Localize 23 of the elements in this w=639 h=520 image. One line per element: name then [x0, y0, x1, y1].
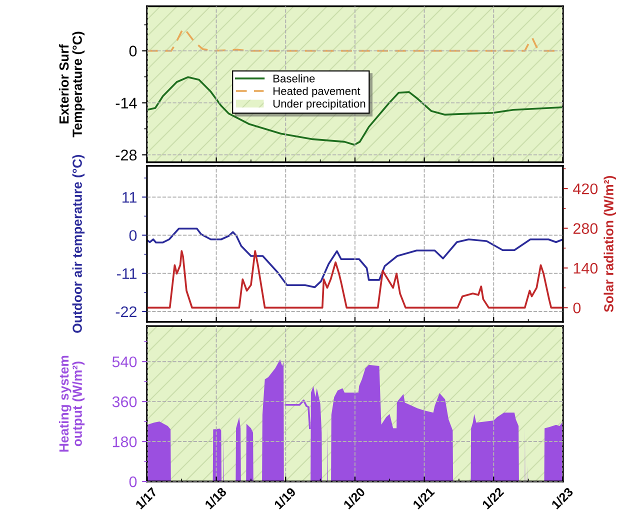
y-tick-label: -14	[116, 98, 137, 108]
y-tick-label: -22	[116, 306, 136, 318]
y-tick-label: 540	[112, 356, 137, 368]
y2-tick-label: 0	[573, 302, 581, 314]
band-label: Under precipitation	[273, 99, 366, 110]
y-tick-label: -11	[116, 268, 137, 279]
y-tick-label: 0	[129, 476, 137, 488]
y-tick-label: 360	[112, 396, 137, 408]
legend-label: Heated pavement	[274, 86, 360, 98]
legend-label: Baseline	[274, 74, 315, 82]
y2-axis-title: Solar radiation (W/m²)	[604, 176, 616, 312]
y2-tick-label: 140	[574, 262, 598, 274]
y-tick-label: 180	[112, 436, 137, 448]
y2-tick-label: 420	[573, 183, 598, 194]
y-axis-title: Heating system output (W/m²)	[58, 356, 85, 452]
x-tick-label: 1/21	[412, 486, 436, 510]
y-tick-label: 0	[129, 46, 137, 56]
y-axis-title: Exterior Surf Temperature (°C)	[59, 32, 85, 138]
y2-tick-label: 280	[573, 223, 598, 234]
y-tick-label: -28	[116, 150, 137, 160]
y-tick-label: 0	[129, 230, 137, 241]
y-tick-label: 11	[122, 192, 137, 203]
y-axis-title: Outdoor air temperature (°C)	[72, 155, 85, 333]
